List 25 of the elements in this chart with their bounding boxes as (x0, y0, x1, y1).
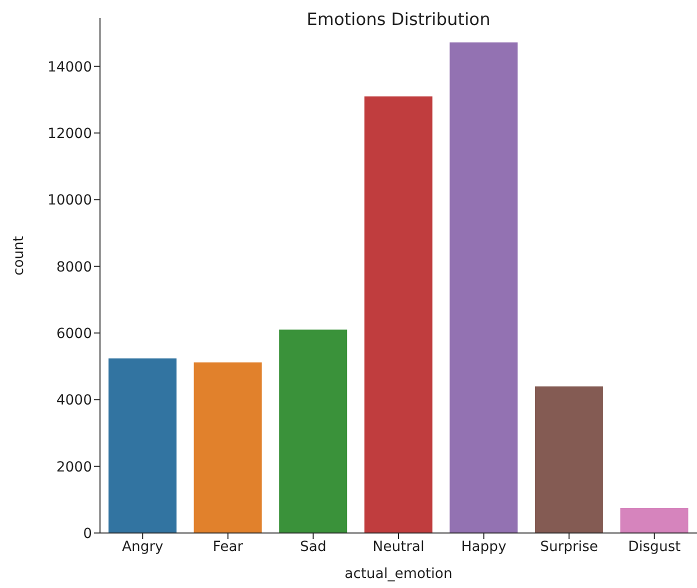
x-tick-label: Angry (122, 538, 164, 555)
x-tick-label: Fear (212, 538, 244, 555)
y-tick-label: 8000 (56, 259, 92, 276)
x-tick-label: Disgust (628, 538, 682, 555)
bar (194, 362, 262, 533)
y-tick-label: 10000 (47, 192, 92, 209)
y-tick-label: 0 (83, 526, 92, 542)
bar (620, 508, 688, 533)
y-tick-label: 2000 (56, 459, 92, 476)
bar (534, 386, 603, 533)
x-tick-label: Surprise (540, 538, 598, 555)
x-tick-label: Sad (300, 538, 326, 555)
bar (108, 358, 177, 533)
y-tick-label: 12000 (47, 126, 92, 142)
bar (279, 330, 348, 533)
y-tick-label: 6000 (56, 326, 92, 342)
x-tick-label: Neutral (372, 538, 424, 555)
chart-title: Emotions Distribution (306, 10, 492, 30)
bar (450, 42, 518, 533)
bar (364, 96, 432, 533)
x-axis-title: actual_emotion (344, 566, 452, 582)
y-tick-label: 4000 (56, 392, 92, 409)
x-tick-label: Happy (461, 538, 506, 555)
y-tick-label: 14000 (47, 59, 92, 76)
y-axis-title: count (10, 235, 27, 276)
